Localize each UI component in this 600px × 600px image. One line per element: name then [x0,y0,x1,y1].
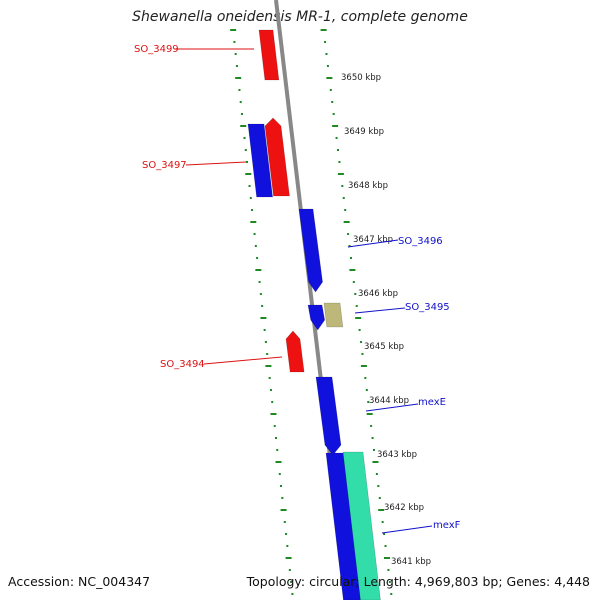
scale-tick-label: 3645 kbp [364,342,404,352]
gene-label: mexF [433,520,461,531]
map-title: Shewanella oneidensis MR-1, complete gen… [132,9,468,25]
gene-label: SO_3499 [134,44,179,55]
gene-arrow [247,123,273,198]
gene-labels: SO_3499 SO_3497 SO_3496 SO_3495 SO_3494 mexE m… [134,44,461,534]
gene-arrow [342,451,381,600]
gene-arrow [307,304,326,331]
gene-arrow [315,376,342,456]
genome-stats-text: Topology: circular; Length: 4,969,803 bp… [246,574,590,589]
scale-ticks: 3650 kbp 3649 kbp 3648 kbp 3647 kbp 3646 kbp… [341,73,431,567]
gene-arrow [323,302,344,328]
scale-tick-label: 3643 kbp [377,450,417,460]
gene-arrow [325,452,366,600]
gene-label: mexE [418,397,446,408]
scale-tick-label: 3641 kbp [391,557,431,567]
gene-label-leader [354,307,406,314]
scale-tick-label: 3642 kbp [384,503,424,513]
outer-dotted-ring [320,29,393,595]
scale-tick-label: 3644 kbp [369,396,409,406]
gene-label: SO_3496 [398,236,443,247]
gene-label-leader [203,356,283,365]
gene-label: SO_3497 [142,160,187,171]
scale-tick-label: 3648 kbp [348,181,388,191]
gene-arrow [264,117,290,197]
accession-text: Accession: NC_004347 [8,574,151,589]
gene-label: SO_3495 [405,302,450,313]
gene-label-leader [347,239,399,248]
scale-tick-label: 3650 kbp [341,73,381,83]
scale-tick-label: 3649 kbp [344,127,384,137]
gene-label-leader [185,161,247,166]
scale-tick-label: 3646 kbp [358,289,398,299]
gene-arrow [298,208,323,293]
gene-label-leader [365,403,419,412]
gene-label-leader [381,525,433,534]
gene-label: SO_3494 [160,359,205,370]
scale-tick-label: 3647 kbp [353,235,393,245]
gene-features [247,29,381,600]
inner-dotted-ring [230,29,294,595]
gene-arrow [258,29,280,81]
gene-arrow [285,330,305,373]
